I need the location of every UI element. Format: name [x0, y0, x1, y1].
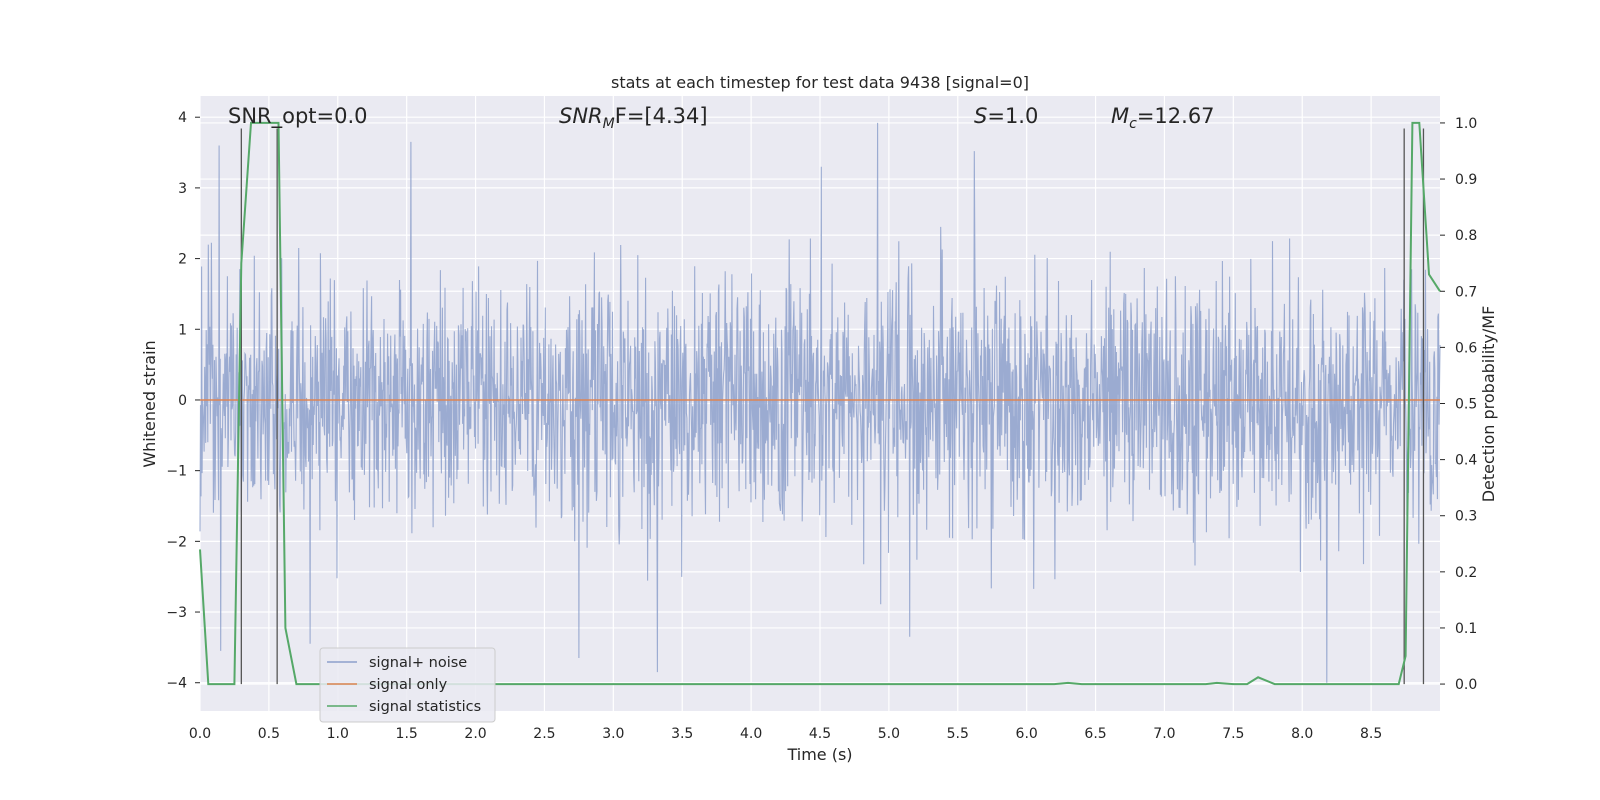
annotation-s: S=1.0 — [974, 104, 1038, 128]
x-tick-label: 5.0 — [878, 726, 900, 742]
x-tick-label: 6.0 — [1016, 726, 1038, 742]
x-tick-label: 7.0 — [1153, 726, 1175, 742]
y2-tick-label: 0.9 — [1455, 172, 1477, 188]
y-tick-label: −2 — [166, 534, 187, 550]
y2-tick-label: 0.6 — [1455, 340, 1477, 356]
x-tick-label: 5.5 — [947, 726, 969, 742]
legend-statistics-label: signal statistics — [369, 699, 481, 715]
y2-tick-label: 1.0 — [1455, 116, 1477, 132]
noise-series — [199, 122, 1441, 683]
legend: signal+ noise signal only signal statist… — [319, 647, 496, 723]
y-tick-label: −1 — [166, 464, 187, 480]
annotation-s-value: =1.0 — [987, 104, 1038, 128]
y-tick-label: 1 — [178, 322, 187, 338]
y2-axis-ticks: 1.0 0.9 0.8 0.7 0.6 0.5 0.4 0.3 0.2 0.1 0.0 — [1440, 116, 1477, 693]
chart-title: stats at each timestep for test data 943… — [611, 73, 1029, 92]
y2-tick-label: 0.5 — [1455, 397, 1477, 413]
y2-tick-label: 0.2 — [1455, 565, 1477, 581]
x-tick-label: 3.0 — [602, 726, 624, 742]
annotation-mc-prefix: M — [1111, 104, 1129, 128]
x-tick-label: 7.5 — [1222, 726, 1244, 742]
legend-signal-only-label: signal only — [369, 677, 448, 693]
noise-line — [199, 122, 1441, 683]
y2-tick-label: 0.3 — [1455, 509, 1477, 525]
y-axis-title: Whitened strain — [140, 340, 159, 467]
x-axis-ticks: 0.0 0.5 1.0 1.5 2.0 2.5 3.0 3.5 4.0 4.5 5.0 5.5 6.0 6… — [189, 726, 1382, 742]
y-tick-label: 2 — [178, 252, 187, 268]
y2-tick-label: 0.4 — [1455, 453, 1477, 469]
annotation-mc: Mc=12.67 — [1111, 104, 1215, 132]
x-tick-label: 6.5 — [1084, 726, 1106, 742]
x-tick-label: 2.5 — [533, 726, 555, 742]
annotation-snr-mf: SNRMF=[4.34] — [559, 104, 708, 132]
annotation-snr-opt: SNR_opt=0.0 — [228, 104, 368, 129]
y-tick-label: 3 — [178, 181, 187, 197]
y-tick-label: 0 — [178, 393, 187, 409]
annotation-snr-mf-suffix: F=[4.34] — [615, 104, 708, 128]
x-tick-label: 8.0 — [1291, 726, 1313, 742]
x-tick-label: 4.0 — [740, 726, 762, 742]
x-tick-label: 2.0 — [464, 726, 486, 742]
y-tick-label: 4 — [178, 110, 187, 126]
x-tick-label: 4.5 — [809, 726, 831, 742]
y2-axis-title: Detection probability/MF — [1479, 306, 1498, 503]
y-tick-label: −3 — [166, 605, 187, 621]
annotation-mc-sub: c — [1129, 116, 1137, 132]
annotation-snr-mf-prefix: SNR — [559, 104, 603, 128]
x-tick-label: 0.5 — [258, 726, 280, 742]
y2-tick-label: 0.0 — [1455, 677, 1477, 693]
x-tick-label: 1.5 — [396, 726, 418, 742]
annotation-s-prefix: S — [974, 104, 987, 128]
x-tick-label: 3.5 — [671, 726, 693, 742]
y-axis-ticks: 4 3 2 1 0 −1 −2 −3 −4 — [166, 110, 200, 692]
y2-tick-label: 0.7 — [1455, 284, 1477, 300]
x-tick-label: 0.0 — [189, 726, 211, 742]
legend-box — [319, 647, 496, 723]
annotation-mc-value: =12.67 — [1137, 104, 1215, 128]
y2-tick-label: 0.1 — [1455, 621, 1477, 637]
vertical-markers — [240, 128, 1425, 685]
y-tick-label: −4 — [166, 676, 187, 692]
x-axis-title: Time (s) — [786, 745, 852, 764]
x-tick-label: 8.5 — [1360, 726, 1382, 742]
x-tick-label: 1.0 — [327, 726, 349, 742]
signal-statistics-line — [199, 121, 1441, 686]
legend-noise-label: signal+ noise — [369, 655, 467, 671]
y2-tick-label: 0.8 — [1455, 228, 1477, 244]
annotation-snr-mf-sub: M — [603, 116, 615, 132]
